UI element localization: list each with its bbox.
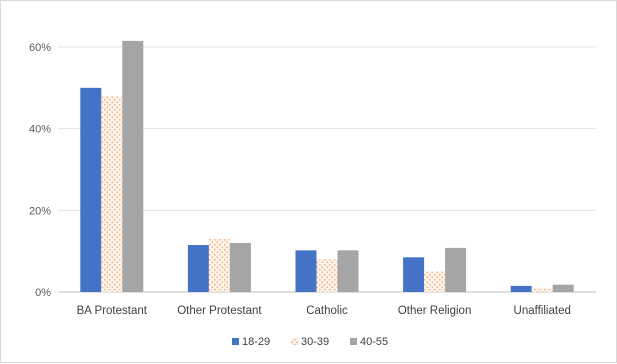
bar-18-29-catholic [295,250,317,292]
y-axis-ticks: 0% 20% 40% 60% [29,42,51,299]
bar-18-29-ba-protestant [80,87,102,292]
bar-40-55-other-religion [445,247,467,292]
x-axis-category-labels: BA Protestant Other Protestant Catholic Oth… [77,305,571,317]
bar-30-39-other-protestant [208,238,230,292]
bar-40-55-ba-protestant [122,40,144,292]
x-category-label: Other Religion [398,305,472,317]
legend-label: 18-29 [242,336,270,348]
legend: 18-29 30-39 40-55 [232,336,388,348]
legend-swatch [232,338,239,345]
legend-label: 40-55 [360,336,388,348]
legend-swatch [291,338,298,345]
bar-40-55-catholic [337,250,359,292]
bar-18-29-other-protestant [187,245,209,292]
bar-40-55-other-protestant [229,243,251,292]
bar-40-55-unaffiliated [552,284,574,292]
bar-30-39-ba-protestant [101,96,123,292]
bar-30-39-catholic [316,259,338,292]
y-tick-label: 0% [35,287,51,299]
bar-30-39-other-religion [424,271,446,292]
x-category-label: Unaffiliated [514,305,571,317]
x-category-label: BA Protestant [77,305,148,317]
bar-18-29-unaffiliated [510,285,532,292]
y-tick-label: 60% [29,42,51,54]
legend-label: 30-39 [301,336,329,348]
x-category-label: Other Protestant [177,305,262,317]
bar-30-39-unaffiliated [531,287,553,292]
bars [80,40,574,292]
legend-swatch [350,338,357,345]
bar-18-29-other-religion [403,257,425,292]
y-tick-label: 40% [29,124,51,136]
x-category-label: Catholic [306,305,348,317]
y-tick-label: 20% [29,205,51,217]
